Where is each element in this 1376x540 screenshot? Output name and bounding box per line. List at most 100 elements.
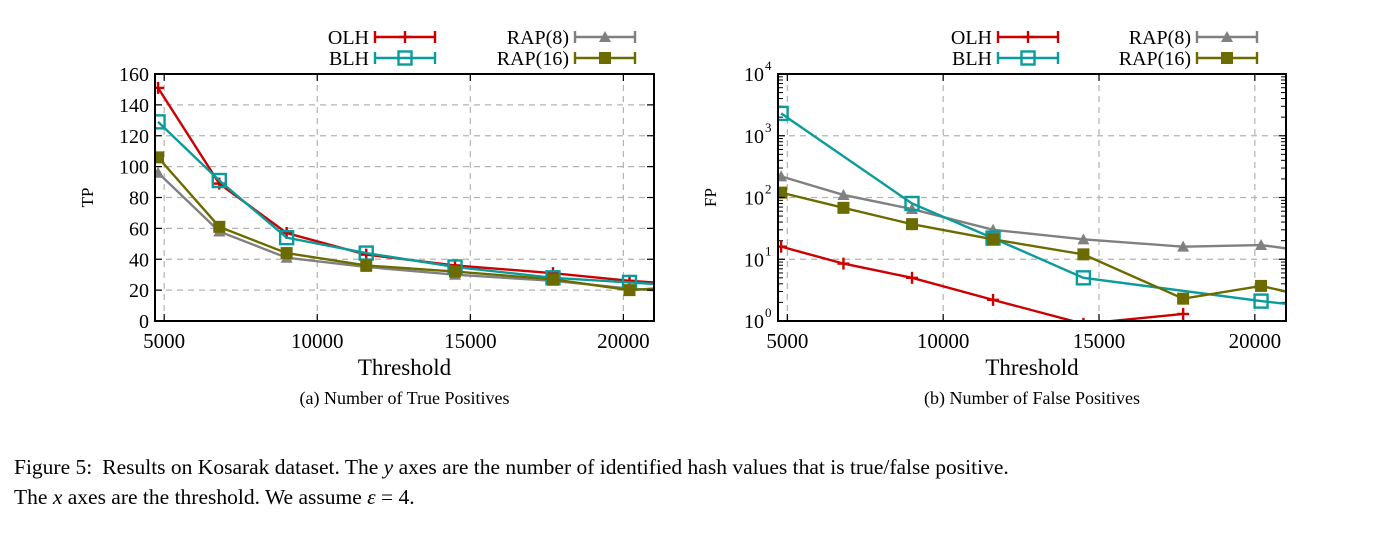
- legend-item-rap16: RAP(16): [497, 48, 637, 70]
- series-line-rap16: [157, 156, 654, 292]
- data-point-rap8: [1077, 233, 1090, 245]
- x-tick-label: 10000: [291, 329, 344, 353]
- y-tick-exponent: 1: [765, 243, 772, 258]
- y-tick-label: 60: [129, 218, 149, 240]
- x-tick-label: 10000: [917, 329, 970, 353]
- subcaption: (b) Number of False Positives: [924, 388, 1140, 409]
- y-tick-label: 10: [744, 126, 764, 148]
- y-tick-label: 80: [129, 188, 149, 210]
- y-tick-label: 10: [744, 64, 764, 86]
- data-point-rap8: [778, 170, 788, 182]
- caption-text-2c: = 4.: [375, 485, 415, 509]
- data-point-rap16: [1255, 279, 1268, 292]
- x-tick-label: 20000: [1229, 329, 1282, 353]
- x-axis-label: Threshold: [985, 355, 1079, 380]
- data-point-rap8: [906, 203, 919, 215]
- gridlines: [155, 74, 654, 321]
- legend-marker-blh: [1020, 50, 1036, 66]
- data-point-rap16: [280, 247, 293, 260]
- caption-label: Figure 5:: [14, 455, 93, 479]
- data-point-rap16: [360, 259, 373, 272]
- y-tick-label: 20: [129, 280, 149, 302]
- data-point-rap16: [1177, 292, 1190, 305]
- y-tick-label: 40: [129, 249, 149, 271]
- y-tick-label: 160: [119, 64, 149, 86]
- gridlines: [778, 74, 1286, 321]
- data-point-rap16: [623, 284, 636, 297]
- legend-label-rap16: RAP(16): [497, 48, 569, 70]
- minor-ticks: [778, 76, 1286, 303]
- legend-label-rap8: RAP(8): [1129, 27, 1191, 49]
- figure-caption: Figure 5: Results on Kosarak dataset. The…: [14, 452, 1364, 512]
- legend-item-blh: BLH: [329, 48, 437, 70]
- caption-var-y: y: [383, 455, 394, 479]
- y-tick-label: 0: [139, 311, 149, 333]
- legend-marker-rap16: [1221, 52, 1233, 64]
- legend-item-olh: OLH: [328, 27, 437, 49]
- y-tick-label: 10: [744, 188, 764, 210]
- y-tick-exponent: 3: [765, 120, 772, 135]
- legend-label-blh: BLH: [329, 48, 369, 70]
- x-tick-label: 15000: [444, 329, 497, 353]
- x-axis-label: Threshold: [358, 355, 452, 380]
- series-line-rap16: [780, 191, 1286, 300]
- y-axis-label: FP: [701, 188, 720, 207]
- data-point-blh: [278, 229, 295, 246]
- x-tick-label: 5000: [766, 329, 808, 353]
- series-group: [155, 81, 654, 297]
- data-point-blh: [211, 172, 227, 189]
- y-tick-label: 100: [119, 157, 149, 179]
- y-tick-label: 140: [119, 95, 149, 117]
- x-tick-label: 15000: [1073, 329, 1126, 353]
- data-point-blh: [904, 195, 920, 212]
- data-point-rap8: [1177, 240, 1190, 252]
- y-tick-exponent: 4: [765, 58, 772, 73]
- x-tick-label: 5000: [143, 329, 185, 353]
- x-tick-label: 20000: [597, 329, 650, 353]
- caption-var-eps: ε: [367, 485, 376, 509]
- legend-item-rap8: RAP(8): [507, 27, 637, 49]
- legend-marker-blh: [397, 50, 413, 66]
- series-line-rap8: [780, 175, 1286, 250]
- legend-label-rap16: RAP(16): [1119, 48, 1191, 70]
- data-point-blh: [1253, 293, 1269, 309]
- caption-line-1: Figure 5: Results on Kosarak dataset. The…: [14, 452, 1364, 482]
- data-point-rap16: [906, 218, 919, 231]
- series-line-olh: [157, 87, 654, 284]
- series-line-blh: [780, 112, 1286, 305]
- legend-label-rap8: RAP(8): [507, 27, 569, 49]
- series-line-blh: [157, 120, 654, 286]
- caption-line-2: The x axes are the threshold. We assume …: [14, 482, 1364, 512]
- legend-item-blh: BLH: [952, 48, 1060, 70]
- data-point-rap8: [1255, 239, 1268, 251]
- data-point-blh: [155, 114, 166, 130]
- legend-item-olh: OLH: [951, 27, 1060, 49]
- subcaption: (a) Number of True Positives: [300, 388, 510, 409]
- data-point-blh: [778, 105, 789, 122]
- legend-marker-rap8: [1221, 31, 1233, 42]
- y-tick-label: 10: [744, 311, 764, 333]
- caption-text-2b: axes are the threshold. We assume: [62, 485, 368, 509]
- y-tick-exponent: 0: [765, 305, 772, 320]
- data-point-rap16: [449, 265, 462, 278]
- data-point-rap16: [155, 151, 165, 164]
- figure-charts: 5000 10000 15000 20000020406080100120140160…: [78, 27, 1287, 409]
- legend-marker-rap8: [599, 31, 611, 42]
- y-axis-label: TP: [78, 188, 97, 208]
- caption-var-x: x: [52, 485, 63, 509]
- legend-label-blh: BLH: [952, 48, 992, 70]
- legend-item-rap8: RAP(8): [1129, 27, 1259, 49]
- series-line-olh: [780, 245, 1184, 321]
- y-tick-exponent: 2: [765, 182, 772, 197]
- data-point-rap16: [778, 186, 788, 199]
- caption-text-1: Results on Kosarak dataset. The: [102, 455, 384, 479]
- data-point-blh: [1075, 270, 1092, 286]
- data-point-rap16: [1077, 248, 1090, 261]
- y-tick-label: 120: [119, 126, 149, 148]
- chart-panel-1: 5000 10000 15000 20000 0 20 40 60 80 100 120 140 160…: [78, 27, 655, 409]
- caption-text-2a: The: [14, 485, 53, 509]
- data-point-rap16: [837, 201, 850, 214]
- data-point-rap16: [213, 220, 226, 233]
